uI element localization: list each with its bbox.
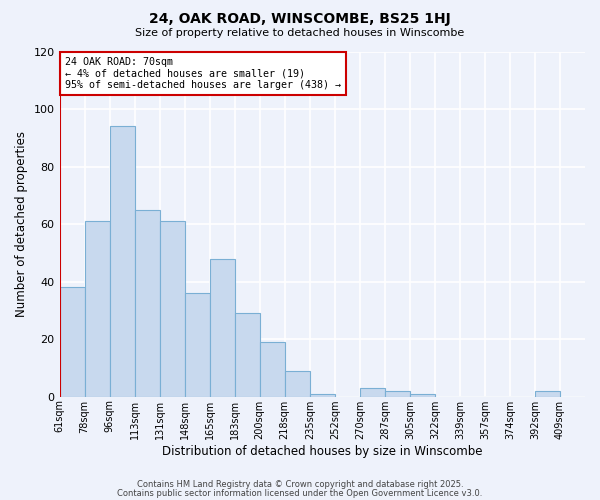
Bar [410,394,435,396]
Bar [310,394,335,396]
Bar [160,221,185,396]
Bar [110,126,134,396]
Bar [59,288,85,397]
Bar [235,314,260,396]
Bar [85,221,110,396]
Text: Contains HM Land Registry data © Crown copyright and database right 2025.: Contains HM Land Registry data © Crown c… [137,480,463,489]
Bar [285,371,310,396]
X-axis label: Distribution of detached houses by size in Winscombe: Distribution of detached houses by size … [162,444,482,458]
Bar [260,342,285,396]
Bar [134,210,160,396]
Text: Size of property relative to detached houses in Winscombe: Size of property relative to detached ho… [136,28,464,38]
Bar [385,391,410,396]
Bar [535,391,560,396]
Bar [360,388,385,396]
Bar [209,258,235,396]
Text: Contains public sector information licensed under the Open Government Licence v3: Contains public sector information licen… [118,488,482,498]
Y-axis label: Number of detached properties: Number of detached properties [15,131,28,317]
Text: 24 OAK ROAD: 70sqm
← 4% of detached houses are smaller (19)
95% of semi-detached: 24 OAK ROAD: 70sqm ← 4% of detached hous… [65,56,341,90]
Bar [185,293,209,397]
Text: 24, OAK ROAD, WINSCOMBE, BS25 1HJ: 24, OAK ROAD, WINSCOMBE, BS25 1HJ [149,12,451,26]
